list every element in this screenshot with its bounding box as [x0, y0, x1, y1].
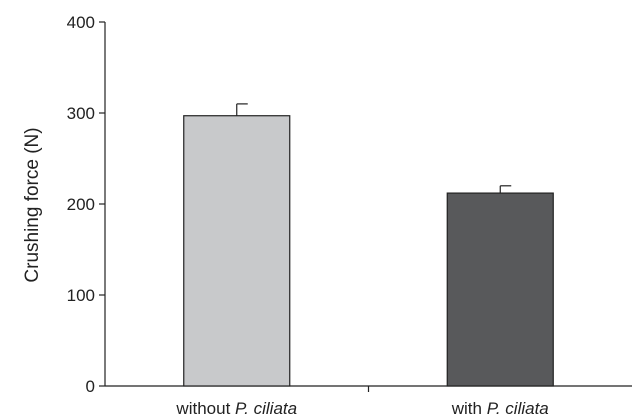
x-axis-labels: without P. ciliata with P. ciliata — [175, 386, 549, 418]
y-tick-label: 400 — [67, 13, 95, 32]
x-category-label-species: P. ciliata — [235, 399, 297, 418]
y-axis-title: Crushing force (N) — [22, 127, 43, 282]
bar — [183, 115, 291, 387]
x-category-label: with P. ciliata — [451, 399, 549, 418]
bars-group — [183, 103, 554, 387]
y-tick-label: 0 — [86, 377, 95, 396]
y-tick-label: 200 — [67, 195, 95, 214]
bar — [446, 192, 554, 387]
x-category-label-prefix: with — [451, 399, 487, 418]
y-axis-ticks: 0 100 200 300 400 — [67, 13, 105, 396]
y-tick-label: 300 — [67, 104, 95, 123]
x-category-label-species: P. ciliata — [487, 399, 549, 418]
y-tick-label: 100 — [67, 286, 95, 305]
x-category-label-prefix: without — [175, 399, 235, 418]
x-category-label: without P. ciliata — [175, 399, 297, 418]
